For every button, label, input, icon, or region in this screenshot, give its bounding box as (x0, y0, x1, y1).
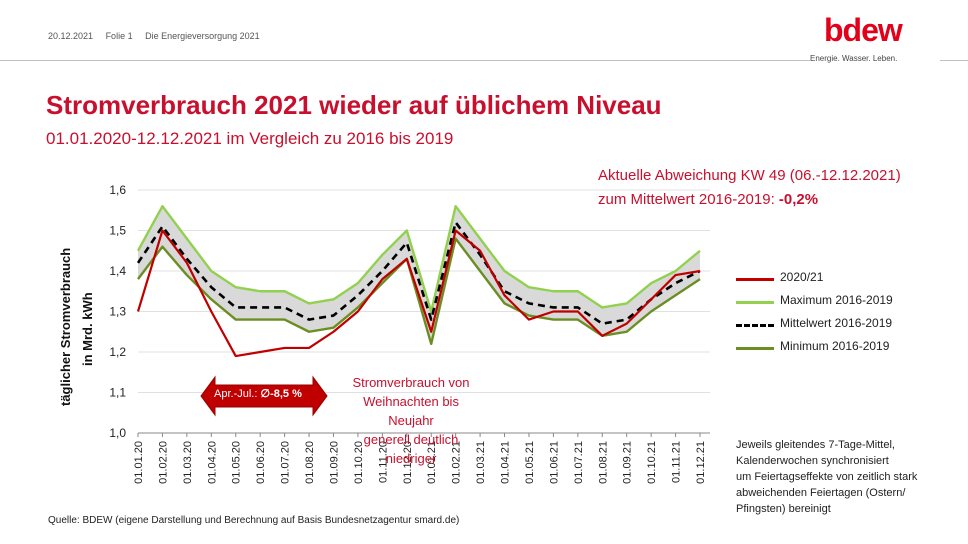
x-tick-label: 01.05.20 (231, 441, 243, 484)
deviation-line1: Aktuelle Abweichung KW 49 (06.-12.12.202… (598, 167, 901, 184)
legend-swatch-darkgreen (736, 347, 774, 350)
slide-header: 20.12.2021 Folie 1 Die Energieversorgung… (48, 31, 270, 41)
x-tick-label: 01.01.20 (133, 441, 145, 484)
y-tick-label: 1,6 (109, 183, 126, 197)
x-tick-label: 01.11.21 (671, 441, 683, 483)
header-date: 20.12.2021 (48, 31, 94, 41)
annotation-line3: generell deutlich niedriger (363, 432, 459, 466)
legend-swatch-lightgreen (736, 301, 774, 304)
series-line-3 (137, 237, 701, 346)
arrow-label-prefix: Apr.-Jul.: (214, 388, 261, 400)
source-note: Quelle: BDEW (eigene Darstellung und Ber… (48, 515, 460, 526)
header-divider-right (940, 60, 968, 61)
bdew-logo: bdew (824, 12, 903, 48)
holiday-annotation: Stromverbrauch von Weihnachten bis Neuja… (346, 373, 476, 468)
page-subtitle: 01.01.2020-12.12.2021 im Vergleich zu 20… (46, 129, 454, 148)
legend-label: Minimum 2016-2019 (780, 339, 890, 353)
arrow-label-value: -8,5 % (270, 388, 302, 400)
y-tick-label: 1,0 (109, 426, 126, 440)
series-line-2 (136, 221, 701, 325)
x-tick-label: 01.01.21 (426, 441, 438, 484)
x-tick-label: 01.11.20 (377, 441, 389, 483)
note-line2: Kalenderwochen synchronisiert (736, 455, 889, 467)
x-tick-label: 01.09.20 (328, 441, 340, 484)
y-tick-label: 1,5 (109, 224, 126, 238)
x-tick-label: 01.02.21 (451, 441, 463, 484)
x-tick-label: 01.02.20 (157, 441, 169, 484)
series-line-0 (136, 229, 701, 358)
y-tick-label: 1,3 (109, 305, 126, 319)
y-tick-label: 1,1 (109, 386, 126, 400)
x-tick-label: 01.06.21 (548, 441, 560, 484)
note-line3: um Feiertagseffekte von zeitlich stark (736, 471, 918, 483)
deviation-note: Aktuelle Abweichung KW 49 (06.-12.12.202… (598, 164, 901, 212)
x-tick-label: 01.09.21 (622, 441, 634, 484)
arrow-label: Apr.-Jul.: ∅-8,5 % (214, 387, 302, 400)
x-tick-label: 01.07.20 (280, 441, 292, 484)
note-line5: Pfingsten) bereinigt (736, 503, 831, 515)
deviation-prefix: zum Mittelwert 2016-2019: (598, 191, 779, 208)
x-tick-label: 01.03.21 (475, 441, 487, 484)
legend-swatch-dashed (736, 324, 774, 327)
series-line-1 (136, 205, 701, 313)
x-tick-label: 01.04.21 (500, 441, 512, 484)
header-topic: Die Energieversorgung 2021 (145, 31, 260, 41)
x-tick-label: 01.10.20 (353, 441, 365, 484)
logo-tagline: Energie. Wasser. Leben. (810, 54, 898, 63)
arrow-label-symbol: ∅ (260, 388, 271, 400)
annotation-line1: Stromverbrauch von (352, 375, 470, 390)
y-tick-label: 1,4 (109, 264, 126, 278)
legend-label: Maximum 2016-2019 (780, 293, 893, 307)
method-note: Jeweils gleitendes 7-Tage-Mittel, Kalend… (736, 437, 968, 517)
x-tick-label: 01.12.21 (695, 441, 707, 484)
annotation-line2: Weihnachten bis Neujahr (363, 394, 459, 428)
legend-label: 2020/21 (780, 270, 824, 284)
note-line1: Jeweils gleitendes 7-Tage-Mittel, (736, 439, 895, 451)
x-tick-label: 01.05.21 (524, 441, 536, 484)
legend-label: Mittelwert 2016-2019 (780, 316, 893, 330)
deviation-line2: zum Mittelwert 2016-2019: -0,2% (598, 188, 901, 212)
x-tick-label: 01.08.21 (597, 441, 609, 484)
double-arrow-shape (200, 375, 328, 417)
x-tick-label: 01.03.20 (182, 441, 194, 484)
header-slide: Folie 1 (105, 31, 133, 41)
x-tick-label: 01.10.21 (646, 441, 658, 484)
x-tick-label: 01.12.20 (402, 441, 414, 484)
deviation-value: -0,2% (778, 191, 819, 208)
y-tick-label: 1,2 (109, 345, 126, 359)
x-tick-label: 01.06.20 (255, 441, 267, 484)
page-title: Stromverbrauch 2021 wieder auf üblichem … (46, 90, 662, 120)
x-tick-label: 01.04.20 (206, 441, 218, 484)
legend-swatch-red (736, 278, 774, 281)
x-tick-label: 01.08.20 (304, 441, 316, 484)
header-divider (0, 60, 810, 61)
x-tick-label: 01.07.21 (573, 441, 585, 484)
note-line4: abweichenden Feiertagen (Ostern/ (736, 487, 906, 499)
